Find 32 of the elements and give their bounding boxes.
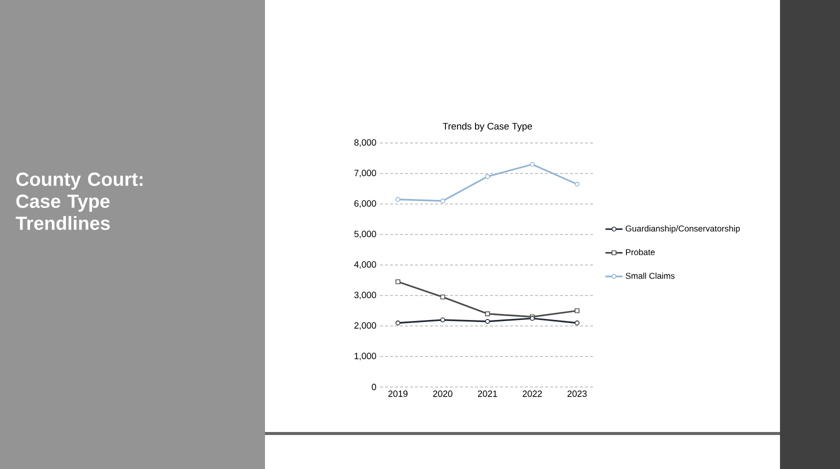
y-tick-label: 2,000: [354, 322, 376, 330]
point: [530, 162, 535, 167]
point: [574, 320, 580, 326]
x-tick-label: 2020: [433, 390, 452, 397]
legend-label: Guardianship/Conservatorship: [626, 225, 740, 234]
y-tick-label: 4,000: [354, 261, 376, 269]
y-tick-label: 5,000: [354, 230, 376, 238]
x-tick-label: 2022: [522, 390, 542, 397]
y-tick-label: 0: [372, 384, 376, 390]
x-tick-label: 2021: [478, 390, 498, 397]
legend-label: Probate: [626, 248, 655, 256]
point: [440, 318, 446, 322]
point: [396, 279, 400, 284]
y-tick-label: 8,000: [354, 139, 376, 147]
point: [440, 294, 446, 300]
point: [485, 319, 490, 324]
point: [440, 198, 446, 204]
x-tick-label: 2023: [568, 390, 587, 397]
x-tick-label: 2019: [388, 390, 408, 397]
chart-title: Trends by Case Type: [442, 122, 532, 132]
y-tick-label: 1,000: [354, 352, 376, 360]
point: [574, 182, 580, 187]
text: County Court: Case Type Trendlines: [16, 172, 142, 230]
point: [396, 320, 400, 326]
point: [396, 197, 400, 202]
point: [485, 311, 490, 316]
legend-label: Small Claims: [626, 272, 675, 279]
y-tick-label: 6,000: [354, 200, 376, 208]
y-tick-label: 3,000: [354, 292, 376, 300]
point: [574, 308, 580, 314]
y-tick-label: 7,000: [354, 170, 376, 178]
point: [485, 174, 490, 179]
